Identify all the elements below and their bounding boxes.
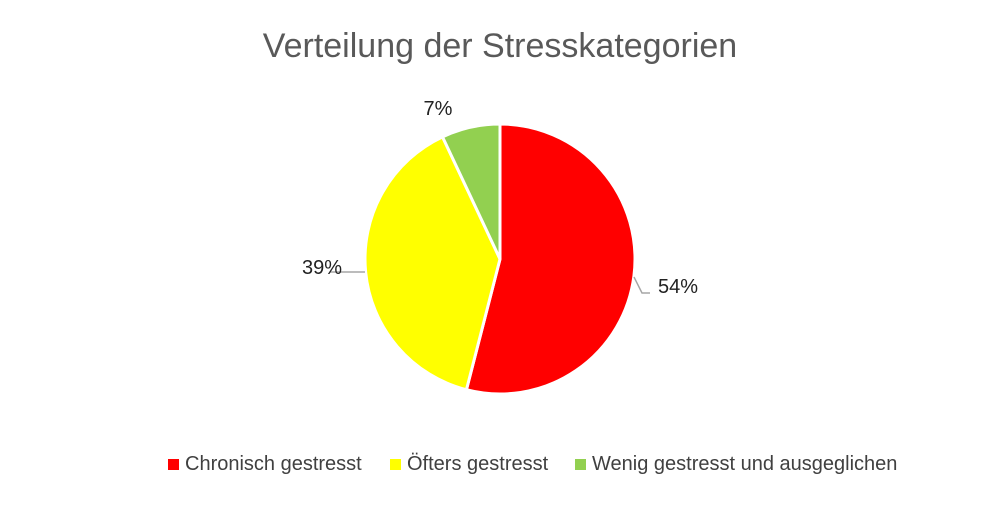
- legend-swatch-chronisch-gestresst: [168, 459, 179, 470]
- legend-item-wenig-gestresst-und-ausgeglichen: Wenig gestresst und ausgeglichen: [575, 453, 897, 475]
- pie-slices: [363, 122, 637, 396]
- chart-title: Verteilung der Stresskategorien: [263, 27, 737, 65]
- legend-label-oefters-gestresst: Öfters gestresst: [407, 453, 549, 475]
- data-labels: 54% 39% 7%: [302, 98, 698, 298]
- legend-swatch-wenig-gestresst-und-ausgeglichen: [575, 459, 586, 470]
- leader-lines: [330, 271, 650, 294]
- legend-item-chronisch-gestresst: Chronisch gestresst: [168, 453, 362, 475]
- pie-slice-oefters-gestresst: [363, 134, 502, 392]
- leader-line-chronisch-gestresst: [633, 276, 650, 294]
- pie-slice-wenig-gestresst-und-ausgeglichen: [440, 122, 502, 260]
- legend-label-wenig-gestresst-und-ausgeglichen: Wenig gestresst und ausgeglichen: [592, 453, 897, 475]
- legend-swatch-oefters-gestresst: [390, 459, 401, 470]
- data-label-chronisch-gestresst: 54%: [658, 276, 698, 298]
- pie-slice-chronisch-gestresst: [464, 122, 637, 396]
- data-label-oefters-gestresst: 39%: [302, 257, 342, 279]
- legend-label-chronisch-gestresst: Chronisch gestresst: [185, 453, 362, 475]
- legend-item-oefters-gestresst: Öfters gestresst: [390, 453, 549, 475]
- legend: Chronisch gestresst Öfters gestresst Wenig…: [168, 453, 897, 475]
- data-label-wenig-gestresst-und-ausgeglichen: 7%: [424, 98, 453, 120]
